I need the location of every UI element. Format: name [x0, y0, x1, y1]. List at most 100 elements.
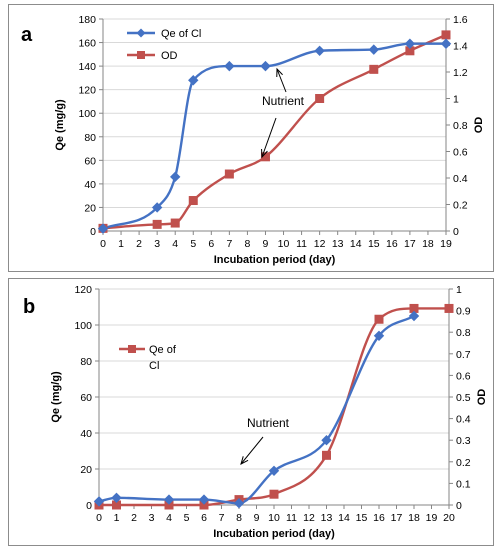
chart-a-y2-tick-label: 0.4: [453, 173, 468, 185]
chart-a-data-point-square: [369, 64, 379, 74]
chart-b-data-point-diamond: [321, 434, 332, 446]
chart-b-data-point-diamond: [408, 310, 420, 322]
chart-b-y-tick-label: 40: [80, 428, 92, 440]
chart-b-annotation-nutrient: Nutrient: [247, 416, 290, 430]
chart-a-annotation-arrow: [261, 117, 277, 158]
chart-b-x-tick-label: 19: [426, 512, 438, 524]
chart-a-data-point-square: [152, 219, 162, 229]
chart-b-x-axis-title: Incubation period (day): [213, 528, 335, 540]
chart-a-y-tick-label: 160: [78, 38, 96, 50]
chart-b-data-point-square: [374, 314, 384, 324]
chart-b-legend-marker: [128, 345, 136, 353]
chart-b-x-tick-label: 3: [149, 512, 155, 524]
chart-b-x-tick-label: 10: [268, 512, 280, 524]
chart-b-data-point-diamond: [198, 494, 210, 505]
chart-b-x-tick-label: 6: [201, 512, 207, 524]
chart-a-x-tick-label: 14: [350, 238, 362, 250]
chart-a-legend-label: OD: [161, 50, 178, 62]
chart-a-x-tick-label: 7: [226, 238, 232, 250]
chart-a-y2-tick-label: 1.6: [453, 14, 468, 26]
chart-b-x-tick-label: 18: [408, 512, 420, 524]
chart-b-x-tick-label: 14: [338, 512, 350, 524]
chart-a-x-tick-label: 5: [190, 238, 196, 250]
chart-b-x-tick-label: 5: [184, 512, 190, 524]
chart-b-data-point-diamond: [93, 496, 105, 507]
chart-a-x-tick-label: 19: [440, 238, 452, 250]
chart-b-data-point-square: [269, 489, 279, 499]
chart-b-y2-tick-label: 0.5: [456, 392, 471, 404]
chart-b-svg: 0 1 2 3 4 5 6 7 8 9 10 11 12 13 14 15 16 17 18 19 2002040608…: [23, 284, 488, 540]
chart-a-x-tick-label: 10: [278, 238, 290, 250]
chart-b-legend-label: Qe of Cl: [149, 344, 177, 372]
chart-b-data-point-diamond: [268, 465, 280, 477]
chart-b-x-tick-label: 1: [114, 512, 120, 524]
chart-a-annotation-arrowhead: [261, 148, 268, 159]
chart-a-data-point-diamond: [368, 44, 379, 55]
chart-a-data-point-diamond: [260, 60, 271, 72]
chart-a-data-point-square: [188, 196, 198, 206]
chart-a-x-tick-label: 0: [100, 238, 106, 250]
chart-a-x-tick-label: 17: [404, 238, 416, 250]
chart-a-x-tick-label: 15: [368, 238, 380, 250]
chart-a-x-tick-label: 18: [422, 238, 434, 250]
chart-a-x-tick-label: 13: [332, 238, 344, 250]
chart-b-x-tick-label: 16: [373, 512, 385, 524]
chart-b-y2-tick-label: 0.2: [456, 457, 471, 469]
chart-b-y-tick-label: 100: [74, 320, 92, 332]
chart-b-x-tick-label: 4: [166, 512, 172, 524]
chart-b-legend-label-line2: Cl: [149, 360, 159, 372]
chart-a-x-tick-label: 16: [386, 238, 398, 250]
chart-b-y-axis-title: Qe (mg/g): [50, 371, 62, 423]
chart-b-y2-tick-label: 1: [456, 284, 462, 296]
chart-a-y-tick-label: 40: [84, 179, 96, 191]
chart-b-y2-tick-label: 0.8: [456, 327, 471, 339]
chart-a-y2-axis-title: OD: [473, 117, 485, 134]
chart-a-y-tick-label: 120: [78, 85, 96, 97]
chart-b-panel-letter: b: [23, 296, 35, 318]
chart-b-data-point-diamond: [233, 497, 245, 509]
chart-b-x-tick-label: 9: [254, 512, 260, 524]
chart-b-y2-tick-label: 0: [456, 500, 462, 512]
chart-b-x-tick-label: 20: [443, 512, 455, 524]
chart-b-y-tick-label: 20: [80, 464, 92, 476]
chart-a-data-point-diamond: [151, 202, 163, 213]
chart-a-data-point-diamond: [224, 60, 235, 72]
chart-b-y2-tick-label: 0.4: [456, 414, 471, 426]
chart-b-data-point-square: [444, 303, 454, 313]
chart-b-y-tick-label: 60: [80, 392, 92, 404]
chart-b-annotation-arrowhead: [240, 456, 249, 465]
chart-a-data-point-diamond: [97, 223, 109, 234]
chart-panel-a: 0 1 2 3 4 5 6 7 8 9 10 11 12 13 14 15 16 17 18 19 0 20 40 60 80 1…: [8, 4, 494, 272]
chart-b-x-tick-label: 12: [303, 512, 315, 524]
chart-a-y2-tick-label: 1.4: [453, 41, 468, 53]
chart-panel-b: 0 1 2 3 4 5 6 7 8 9 10 11 12 13 14 15 16 17 18 19 20 0 20 40 60 8…: [8, 278, 494, 546]
chart-a-x-tick-label: 1: [118, 238, 124, 250]
chart-a-data-point-square: [224, 169, 234, 179]
chart-a-data-point-diamond: [314, 45, 325, 57]
chart-a-y-tick-label: 60: [84, 155, 96, 167]
chart-a-x-tick-label: 4: [172, 238, 178, 250]
chart-a-y-tick-label: 80: [84, 132, 96, 144]
chart-b-y2-tick-label: 0.9: [456, 306, 471, 318]
chart-b-y-tick-label: 120: [74, 284, 92, 296]
chart-a-y-tick-label: 20: [84, 202, 96, 214]
chart-a-data-point-diamond: [170, 171, 181, 183]
chart-b-y-tick-label: 80: [80, 356, 92, 368]
chart-b-y2-tick-label: 0.3: [456, 435, 471, 447]
chart-a-data-point-diamond: [404, 38, 416, 49]
chart-b-x-tick-label: 2: [131, 512, 137, 524]
chart-a-x-tick-label: 11: [296, 238, 307, 250]
chart-a-legend-marker: [137, 51, 145, 59]
chart-a-data-point-diamond: [440, 38, 452, 49]
chart-a-data-point-square: [315, 94, 325, 103]
chart-a-x-tick-label: 8: [244, 238, 250, 250]
chart-b-x-tick-label: 15: [356, 512, 368, 524]
chart-b-data-point-diamond: [111, 492, 122, 504]
chart-a-annotation-arrowhead: [276, 67, 283, 78]
chart-b-annotation-arrow: [240, 436, 264, 465]
chart-a-y2-tick-label: 0: [453, 226, 459, 238]
chart-a-y2-tick-label: 1: [453, 94, 459, 106]
chart-a-x-tick-label: 12: [314, 238, 326, 250]
chart-a-y2-tick-label: 0.2: [453, 200, 468, 212]
chart-a-y2-tick-label: 1.2: [453, 67, 468, 79]
